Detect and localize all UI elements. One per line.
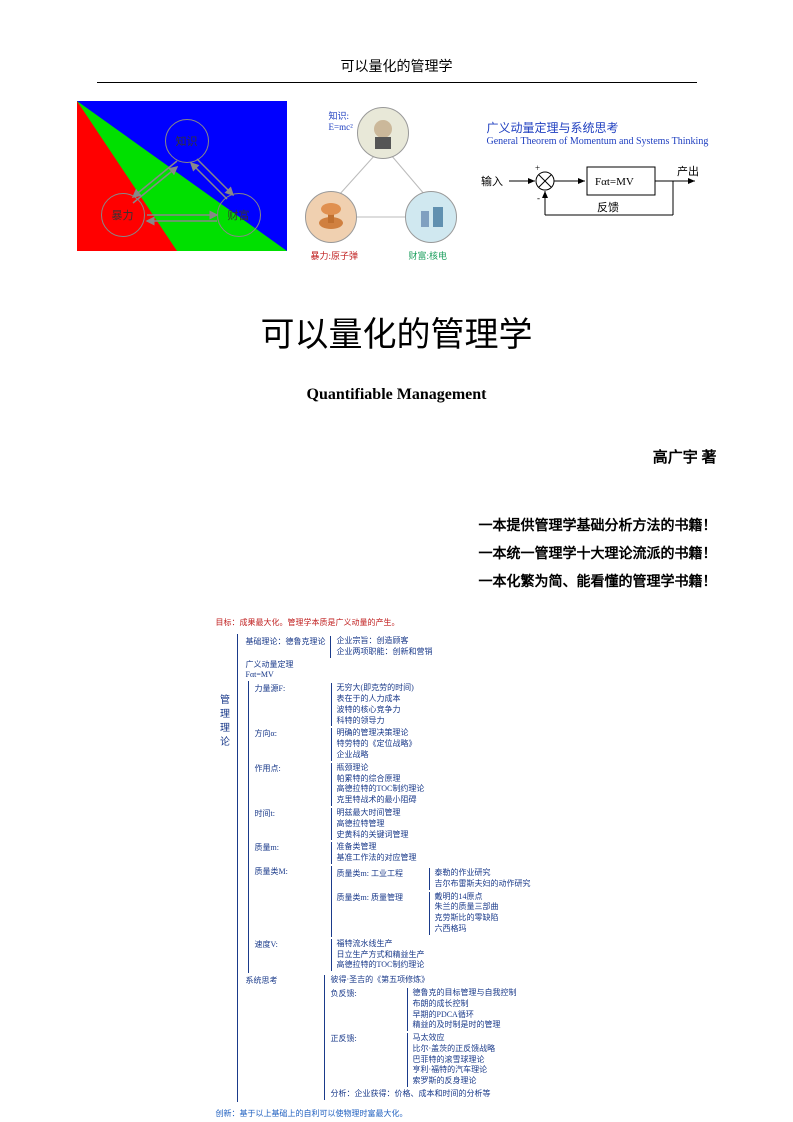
mm-item: 企业宗旨：创造顾客 [337,636,433,647]
node-label: 知识 [176,133,198,149]
mm-item: 戴明的14原点 [435,892,499,903]
mm-item: 企业战略 [337,750,417,761]
mm-item: 表在于的人力成本 [337,694,414,705]
mm-sys-label: 系统思考 [246,975,320,986]
mm-analysis: 分析：企业获得：价格、成本和时间的分析等 [331,1089,517,1100]
mm-MM-label: 质量类M: [255,866,329,877]
mm-M2-label: 质量类m: 质量管理 [337,892,427,903]
mm-item: 史黄科的关键词管理 [337,830,409,841]
mm-item: 准备类管理 [337,842,417,853]
mm-item: 早期的PDCA循环 [413,1010,517,1021]
mm-item: 特劳特的《定位战略》 [337,739,417,750]
node-wealth: 财富 [217,193,261,237]
svg-text:-: - [537,193,540,203]
mm-item: 高德拉特的TOC制约理论 [337,784,425,795]
mm-item: 德鲁克的目标管理与自我控制 [413,988,517,999]
mm-gm-label: 广义动量定理 Fαt=MV [246,660,320,682]
mm-item: 比尔·盖茨的正反馈战略 [413,1044,496,1055]
mm-item: 无穷大(即克劳的时间) [337,683,414,694]
mm-item: 马太效应 [413,1033,496,1044]
mm-item: 帕累特的综合原理 [337,774,425,785]
box-label: Fαt=MV [595,176,634,188]
mid-knowledge-diagram: 知识: E=mc² 暴力:原子弹 财富:核电 [297,101,467,271]
tagline-1: 一本提供管理学基础分析方法的书籍！ [77,513,717,541]
mid-br-label: 财富:核电 [409,249,448,262]
mindmap: 目标：成果最大化。管理学本质是广义动量的产生。 管理理论 基础理论：德鲁克理论 … [202,617,592,1119]
mm-item: 波特的核心竞争力 [337,705,414,716]
mm-item: 吉尔布雷斯夫妇的动作研究 [435,879,531,890]
mm-item: 精益的及时制是时的管理 [413,1020,517,1031]
mm-a-label: 方向α: [255,728,329,739]
explosion-icon [311,197,351,237]
mm-V-label: 速度V: [255,939,329,950]
graphics-row: 知识 暴力 财富 知识: E=mc² 暴力:原子弹 财富:核电 广义动量定理与系… [77,101,717,271]
mm-sys: 系统思考 彼得·圣吉的《第五项修炼》 负反馈: 德鲁克的目标管理与自我控制布朗的成… [246,975,592,1100]
author: 高广宇 著 [77,446,717,467]
svg-text:+: + [535,163,540,173]
mm-item: 克劳斯比的零缺陷 [435,913,499,924]
mm-item: 泰勒的作业研究 [435,868,531,879]
right-title-en: General Theorem of Momentum and Systems … [487,136,727,147]
fb-label: 反馈 [597,201,619,214]
node-label: 财富 [228,207,250,223]
out-label: 产出 [677,164,699,178]
node-label: 暴力 [112,207,134,223]
mm-item: 亨利·福特的汽车理论 [413,1065,496,1076]
mm-base-label: 基础理论：德鲁克理论 [246,636,326,647]
mm-p-label: 作用点: [255,763,329,774]
mm-goal: 目标：成果最大化。管理学本质是广义动量的产生。 [216,617,592,628]
main-title: 可以量化的管理学 [0,307,793,356]
mm-item: 科特的领导力 [337,716,414,727]
mm-gm: 广义动量定理 Fαt=MV 力量源F: 无穷大(即克劳的时间)表在于的人力成本波特… [246,660,592,974]
node-knowledge: 知识 [165,119,209,163]
mm-item: 六西格玛 [435,924,499,935]
mm-item: 克里特战术的最小阻碍 [337,795,425,806]
mm-item: 明兹最大时间管理 [337,808,409,819]
right-block-diagram: 广义动量定理与系统思考 General Theorem of Momentum … [477,101,727,242]
mm-root: 管理理论 [216,634,233,750]
einstein-icon [363,113,403,153]
node-violence: 暴力 [101,193,145,237]
taglines: 一本提供管理学基础分析方法的书籍！ 一本统一管理学十大理论流派的书籍！ 一本化繁… [77,513,717,597]
mm-item: 福特流水线生产 [337,939,425,950]
mm-F-label: 力量源F: [255,683,329,694]
mm-t-label: 时间t: [255,808,329,819]
in-label: 输入 [481,174,503,188]
mid-circle-bl [305,191,357,243]
mm-item: 高德拉特的TOC制约理论 [337,960,425,971]
mm-base: 基础理论：德鲁克理论 企业宗旨：创造顾客 企业两项职能：创新和营销 [246,636,592,658]
tagline-2: 一本统一管理学十大理论流派的书籍！ [77,541,717,569]
mid-top-label: 知识: E=mc² [329,109,353,132]
mm-item: 朱兰的质量三部曲 [435,902,499,913]
mm-m-label: 质量m: [255,842,329,853]
block-diagram-svg: 输入 + - Fαt=MV 产出 反馈 [477,157,717,237]
tagline-3: 一本化繁为简、能看懂的管理学书籍！ [77,569,717,597]
right-title-cn: 广义动量定理与系统思考 [487,119,727,136]
mm-pos-label: 正反馈: [331,1033,405,1044]
mid-circle-top [357,107,409,159]
mm-item: 日立生产方式和精益生产 [337,950,425,961]
mm-foot: 创新：基于以上基础上的自利可以使物理时富最大化。 [216,1108,592,1119]
mm-neg-label: 负反馈: [331,988,405,999]
sub-title: Quantifiable Management [0,386,793,404]
mm-item: 布朗的成长控制 [413,999,517,1010]
left-triangle-diagram: 知识 暴力 财富 [77,101,287,251]
mm-item: 瓶颈理论 [337,763,425,774]
mm-item: 企业两项职能：创新和营销 [337,647,433,658]
mid-bl-label: 暴力:原子弹 [311,249,359,262]
header-title: 可以量化的管理学 [341,60,453,75]
mm-M1-label: 质量类m: 工业工程 [337,868,427,879]
page-header: 可以量化的管理学 [97,0,697,83]
mm-item: 明确的管理决策理论 [337,728,417,739]
mid-circle-br [405,191,457,243]
mm-sys-head: 彼得·圣吉的《第五项修炼》 [331,975,517,986]
mm-item: 索罗斯的反身理论 [413,1076,496,1087]
mm-level1: 基础理论：德鲁克理论 企业宗旨：创造顾客 企业两项职能：创新和营销 广义动量定理… [237,634,592,1102]
mm-item: 巴菲特的滚雪球理论 [413,1055,496,1066]
mm-item: 高德拉特管理 [337,819,409,830]
reactor-icon [411,197,451,237]
mm-item: 基准工作法的对应管理 [337,853,417,864]
